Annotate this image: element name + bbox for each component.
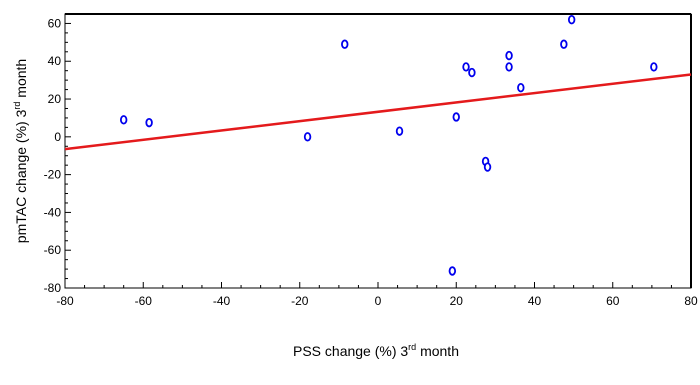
regression-line (64, 73, 692, 151)
data-point (341, 39, 349, 49)
y-tick-label: -20 (44, 168, 62, 182)
data-point (567, 14, 576, 25)
data-point (452, 112, 460, 122)
x-tick-label: 20 (450, 294, 464, 308)
y-axis-title: pmTAC change (%) 3rd month (12, 59, 29, 243)
x-tick-label: 40 (528, 294, 542, 308)
data-point (468, 67, 476, 78)
y-tick-label: 20 (48, 92, 62, 106)
x-tick-label: 60 (606, 294, 620, 308)
y-tick-label: -80 (44, 281, 62, 295)
y-tick-label: 40 (48, 54, 62, 68)
y-tick-label: 0 (54, 130, 61, 144)
data-point (145, 117, 153, 128)
x-tick-label: 0 (375, 294, 382, 308)
x-tick-label: -40 (213, 294, 231, 308)
data-point (303, 132, 312, 142)
data-point (505, 50, 513, 61)
x-tick-label: 80 (684, 294, 698, 308)
data-point (560, 39, 568, 49)
data-point (395, 126, 404, 136)
data-point (448, 266, 457, 276)
data-point (650, 62, 658, 72)
x-tick-label: -80 (56, 294, 74, 308)
data-point (119, 115, 128, 125)
y-tick-label: -60 (44, 243, 62, 257)
data-point (505, 62, 513, 72)
x-axis-title: PSS change (%) 3rd month (293, 342, 459, 359)
x-tick-label: -60 (135, 294, 153, 308)
data-point (483, 162, 492, 172)
y-tick-label: -40 (44, 205, 62, 219)
plot-frame (64, 13, 692, 289)
data-point (517, 82, 525, 93)
data-point (462, 62, 470, 72)
x-tick-label: -20 (291, 294, 309, 308)
y-tick-label: 60 (48, 16, 62, 30)
